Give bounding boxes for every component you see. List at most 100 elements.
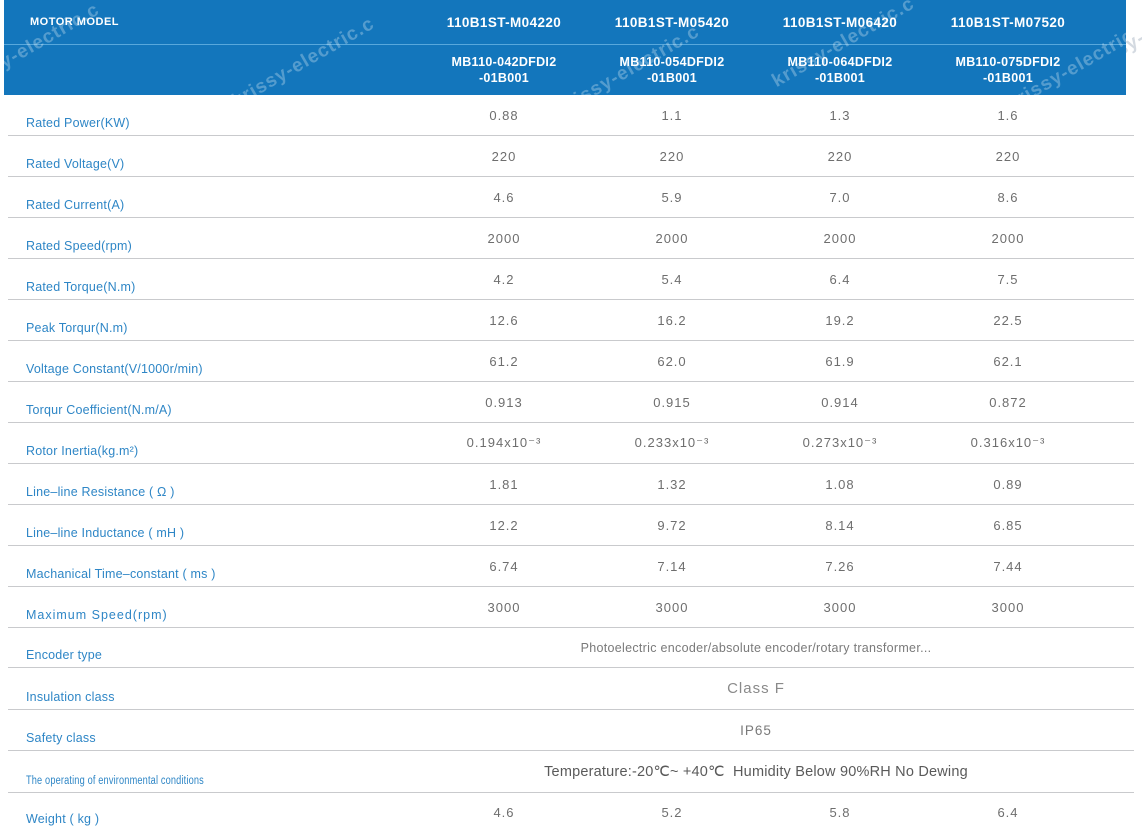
value-cell: 0.913 xyxy=(485,394,523,410)
value-cell: 3000 xyxy=(487,599,521,615)
header-separator xyxy=(4,44,1126,45)
value-cell: 0.194x10⁻³ xyxy=(466,435,542,450)
value-cell: 5.8 xyxy=(829,804,851,820)
table-row-rated-torque: Rated Torque(N.m) 4.2 5.4 6.4 7.5 xyxy=(8,259,1134,300)
table-row-maximum-speed: Maximum Speed(rpm) 3000 3000 3000 3000 xyxy=(8,587,1134,628)
value-cell: 6.4 xyxy=(829,271,851,287)
table-row-rated-power: Rated Power(KW) 0.88 1.1 1.3 1.6 xyxy=(8,95,1134,136)
value-cell: 8.14 xyxy=(825,517,855,533)
table-row-torque-coefficient: Torqur Coefficient(N.m/A) 0.913 0.915 0.… xyxy=(8,382,1134,423)
value-cell: 5.4 xyxy=(661,271,683,287)
row-label: Rated Speed(rpm) xyxy=(26,239,133,253)
table-row-voltage-constant: Voltage Constant(V/1000r/min) 61.2 62.0 … xyxy=(8,341,1134,382)
table-row-line-inductance: Line–line Inductance ( mH ) 12.2 9.72 8.… xyxy=(8,505,1134,546)
value-cell: 220 xyxy=(827,148,853,164)
value-cell: 16.2 xyxy=(657,312,687,328)
value-cell: 5.9 xyxy=(661,189,683,205)
table-row-line-resistance: Line–line Resistance ( Ω ) 1.81 1.32 1.0… xyxy=(8,464,1134,505)
model-header-cell: 110B1ST-M05420 xyxy=(614,14,730,30)
model-header-cell: 110B1ST-M06420 xyxy=(782,14,898,30)
value-cell: 0.89 xyxy=(993,476,1023,492)
value-cell: 19.2 xyxy=(825,312,855,328)
value-cell: 7.44 xyxy=(993,558,1023,574)
value-cell: 1.6 xyxy=(997,107,1019,123)
row-label: Machanical Time–constant ( ms ) xyxy=(26,567,216,581)
table-row-rated-speed: Rated Speed(rpm) 2000 2000 2000 2000 xyxy=(8,218,1134,259)
value-cell: 0.914 xyxy=(821,394,859,410)
table-header: krissy-electric.c krissy-electric.c kris… xyxy=(4,0,1126,95)
value-cell: 9.72 xyxy=(657,517,687,533)
row-label: Torqur Coefficient(N.m/A) xyxy=(26,403,172,417)
value-cell: 3000 xyxy=(655,599,689,615)
table-row-rated-current: Rated Current(A) 4.6 5.9 7.0 8.6 xyxy=(8,177,1134,218)
value-cell: 3000 xyxy=(823,599,857,615)
row-label: Rotor Inertia(kg.m²) xyxy=(26,444,139,458)
row-label: Rated Voltage(V) xyxy=(26,157,125,171)
merged-value-cell: Temperature:-20℃~ +40℃ Humidity Below 90… xyxy=(544,763,968,780)
row-label: Rated Torque(N.m) xyxy=(26,280,136,294)
value-cell: 12.2 xyxy=(489,517,519,533)
row-label: Line–line Inductance ( mH ) xyxy=(26,526,185,540)
value-cell: 220 xyxy=(491,148,517,164)
value-cell: 7.14 xyxy=(657,558,687,574)
value-cell: 0.233x10⁻³ xyxy=(634,435,710,450)
row-label: Weight ( kg ) xyxy=(26,812,100,826)
table-row-peak-torque: Peak Torqur(N.m) 12.6 16.2 19.2 22.5 xyxy=(8,300,1134,341)
value-cell: 7.5 xyxy=(997,271,1019,287)
value-cell: 5.2 xyxy=(661,804,683,820)
motor-model-label: MOTOR MODEL xyxy=(30,16,120,28)
value-cell: 2000 xyxy=(823,230,857,246)
value-cell: 7.0 xyxy=(829,189,851,205)
table-row-weight: Weight ( kg ) 4.6 5.2 5.8 6.4 xyxy=(8,793,1134,831)
value-cell: 4.2 xyxy=(493,271,515,287)
value-cell: 61.2 xyxy=(489,353,519,369)
value-cell: 1.81 xyxy=(489,476,519,492)
merged-value-cell: Class F xyxy=(727,680,785,697)
code-header-cell: MB110-075DFDI2 -01B001 xyxy=(955,55,1061,85)
table-row-insulation-class: Insulation class Class F xyxy=(8,668,1134,710)
table-row-safety-class: Safety class IP65 xyxy=(8,710,1134,751)
header-row-models: MOTOR MODEL 110B1ST-M04220 110B1ST-M0542… xyxy=(4,0,1126,44)
value-cell: 61.9 xyxy=(825,353,855,369)
value-cell: 2000 xyxy=(655,230,689,246)
model-header-cell: 110B1ST-M04220 xyxy=(446,14,562,30)
row-label: Rated Current(A) xyxy=(26,198,125,212)
value-cell: 62.0 xyxy=(657,353,687,369)
row-label: Line–line Resistance ( Ω ) xyxy=(26,485,175,499)
model-header-cell: 110B1ST-M07520 xyxy=(950,14,1066,30)
spec-table-body: Rated Power(KW) 0.88 1.1 1.3 1.6 Rated V… xyxy=(0,95,1142,831)
code-header-cell: MB110-064DFDI2 -01B001 xyxy=(787,55,893,85)
row-label: Voltage Constant(V/1000r/min) xyxy=(26,362,203,376)
value-cell: 6.85 xyxy=(993,517,1023,533)
value-cell: 3000 xyxy=(991,599,1025,615)
row-label-text: The operating of environmental condition… xyxy=(26,775,204,787)
value-cell: 220 xyxy=(995,148,1021,164)
value-cell: 12.6 xyxy=(489,312,519,328)
table-row-encoder-type: Encoder type Photoelectric encoder/absol… xyxy=(8,628,1134,668)
table-row-mechanical-time-constant: Machanical Time–constant ( ms ) 6.74 7.1… xyxy=(8,546,1134,587)
value-cell: 2000 xyxy=(991,230,1025,246)
value-cell: 2000 xyxy=(487,230,521,246)
value-cell: 6.4 xyxy=(997,804,1019,820)
value-cell: 4.6 xyxy=(493,189,515,205)
value-cell: 220 xyxy=(659,148,685,164)
value-cell: 6.74 xyxy=(489,558,519,574)
row-label: Maximum Speed(rpm) xyxy=(26,608,168,622)
value-cell: 1.32 xyxy=(657,476,687,492)
value-cell: 22.5 xyxy=(993,312,1023,328)
value-cell: 0.88 xyxy=(489,107,519,123)
value-cell: 0.915 xyxy=(653,394,691,410)
value-cell: 62.1 xyxy=(993,353,1023,369)
row-label: Safety class xyxy=(26,731,96,745)
row-label: Rated Power(KW) xyxy=(26,116,130,130)
row-label: The operating of environmental condition… xyxy=(8,751,420,792)
row-label: Encoder type xyxy=(26,648,103,662)
value-cell: 0.872 xyxy=(989,394,1027,410)
value-cell: 7.26 xyxy=(825,558,855,574)
value-cell: 4.6 xyxy=(493,804,515,820)
row-label: Peak Torqur(N.m) xyxy=(26,321,128,335)
value-cell: 1.3 xyxy=(829,107,851,123)
code-header-cell: MB110-054DFDI2 -01B001 xyxy=(619,55,725,85)
table-row-environmental-conditions: The operating of environmental condition… xyxy=(8,751,1134,793)
